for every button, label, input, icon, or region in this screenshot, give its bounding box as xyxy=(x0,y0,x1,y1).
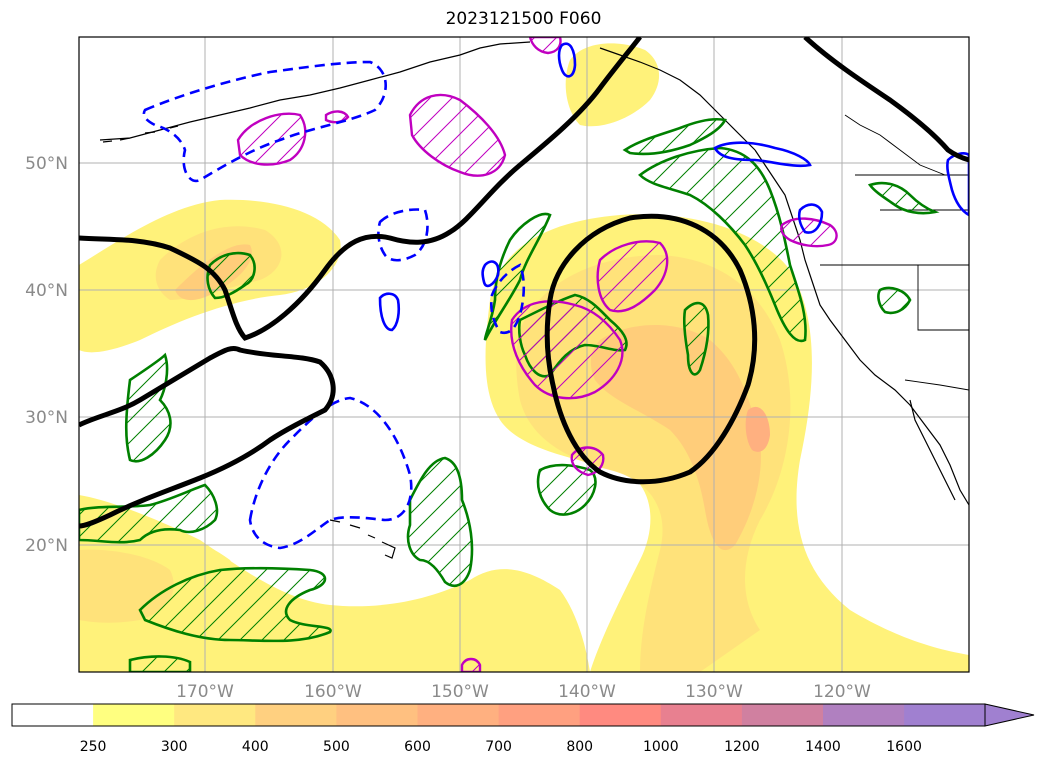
west-coast xyxy=(794,224,969,506)
colorbar-labels: 250 300 400 500 600 700 800 1000 1200 1400 1600 xyxy=(80,739,922,755)
colorbar: 250 300 400 500 600 700 800 1000 1200 1400 1600 xyxy=(11,703,1035,755)
latitude-labels: 50°N 40°N 30°N 20°N xyxy=(25,154,68,556)
dashed-blue-contours xyxy=(142,60,526,550)
map-panel xyxy=(79,37,969,672)
colorbar-tick-label: 600 xyxy=(404,739,431,755)
mexico-border xyxy=(904,379,969,391)
aleutian-islands xyxy=(102,125,179,143)
colorbar-swatch xyxy=(579,704,662,726)
state-border-2 xyxy=(844,114,946,176)
colorbar-tick-label: 1000 xyxy=(643,739,679,755)
state-border-3 xyxy=(917,265,969,331)
colorbar-extend-arrow xyxy=(984,703,1035,727)
lon-label-160w: 160°W xyxy=(304,682,362,702)
green-contour-bottom xyxy=(128,655,192,672)
green-contour-mid-east xyxy=(682,301,710,376)
longitude-labels: 170°W 160°W 150°W 140°W 130°W 120°W xyxy=(176,682,871,702)
alaska-coast xyxy=(99,41,531,141)
magenta-contour-1 xyxy=(408,93,507,177)
page-title: 2023121500 F060 xyxy=(445,9,602,29)
colorbar-tick-label: 400 xyxy=(242,739,269,755)
green-contour-far-east xyxy=(877,286,912,315)
dashed-contour-center-2 xyxy=(489,263,526,335)
colorbar-swatch xyxy=(255,704,337,726)
green-contour-west xyxy=(124,352,172,463)
green-contour-north-coast xyxy=(622,117,727,156)
colorbar-swatch xyxy=(823,704,905,726)
green-contour-hawaii-ne xyxy=(406,456,474,587)
dashed-contour-aleutian xyxy=(142,60,387,183)
blue-contour-2 xyxy=(713,141,812,168)
blue-contour-6 xyxy=(481,260,500,288)
colorbar-swatch xyxy=(93,704,175,726)
blue-contour-3 xyxy=(797,203,824,234)
blue-contour-4 xyxy=(946,152,969,217)
magenta-hatched-contours xyxy=(236,37,838,672)
green-contour-bc-ne xyxy=(867,181,940,215)
green-contour-sw xyxy=(138,566,332,643)
thick-black-contours xyxy=(79,37,969,529)
gulf-alaska-coast xyxy=(599,47,756,151)
lon-label-130w: 130°W xyxy=(685,682,743,702)
lat-label-40n: 40°N xyxy=(25,281,68,301)
lon-label-150w: 150°W xyxy=(431,682,489,702)
colorbar-tick-label: 1200 xyxy=(724,739,760,755)
colorbar-swatch xyxy=(174,704,256,726)
colorbar-swatch xyxy=(904,704,986,726)
colorbar-tick-label: 500 xyxy=(323,739,350,755)
lon-label-120w: 120°W xyxy=(813,682,871,702)
colorbar-swatch xyxy=(498,704,581,726)
lat-label-50n: 50°N xyxy=(25,154,68,174)
colorbar-tick-label: 1600 xyxy=(886,739,922,755)
solid-blue-contours xyxy=(378,42,969,332)
colorbar-swatch xyxy=(336,704,418,726)
baja-coast xyxy=(909,399,956,501)
lon-label-140w: 140°W xyxy=(558,682,616,702)
magenta-contour-4 xyxy=(510,300,624,400)
hawaii-islands xyxy=(329,519,396,559)
colorbar-swatch xyxy=(417,704,500,726)
magenta-contour-3 xyxy=(596,240,669,313)
shade-north-plume xyxy=(565,43,660,127)
colorbar-swatch xyxy=(741,704,824,726)
dashed-contour-mid xyxy=(377,208,429,262)
black-contour-north-ridge xyxy=(79,37,642,341)
shade-east-pacific-4 xyxy=(745,406,770,452)
colorbar-swatch xyxy=(660,704,743,726)
colorbar-tick-label: 250 xyxy=(80,739,107,755)
magenta-contour-7 xyxy=(528,37,562,55)
colorbar-boxes xyxy=(12,704,986,726)
black-contour-ne xyxy=(803,37,969,163)
colorbar-tick-label: 700 xyxy=(485,739,512,755)
green-contour-far-sw xyxy=(79,483,219,544)
colorbar-tick-label: 1400 xyxy=(805,739,841,755)
colorbar-swatch xyxy=(12,704,94,726)
green-contour-west-mid xyxy=(206,251,256,300)
shade-east-pacific-3 xyxy=(590,325,761,551)
colorbar-outline xyxy=(11,703,986,727)
lon-label-170w: 170°W xyxy=(176,682,234,702)
magenta-contour-8 xyxy=(460,657,482,672)
lat-label-20n: 20°N xyxy=(25,536,68,556)
blue-contour-1 xyxy=(378,292,401,332)
bc-coast xyxy=(754,149,796,226)
blue-contour-5 xyxy=(557,42,577,78)
lat-label-30n: 30°N xyxy=(25,408,68,428)
black-contour-low xyxy=(544,213,758,485)
magenta-contour-2 xyxy=(236,112,307,166)
map-border xyxy=(78,36,970,673)
green-contour-central xyxy=(483,212,552,341)
dashed-contour-central xyxy=(248,396,413,550)
magenta-contour-9 xyxy=(324,110,350,124)
black-contour-south xyxy=(79,345,336,529)
green-contour-nw-coast xyxy=(638,146,807,343)
colorbar-tick-label: 800 xyxy=(566,739,593,755)
colorbar-tick-label: 300 xyxy=(161,739,188,755)
